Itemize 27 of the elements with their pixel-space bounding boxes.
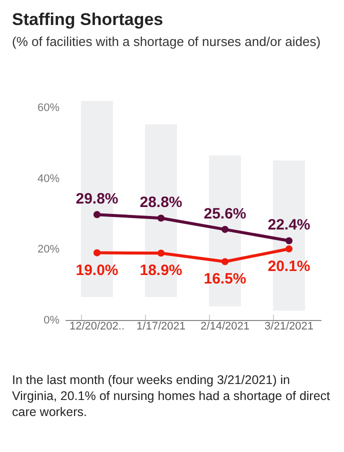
data-label: 19.0% — [76, 262, 118, 279]
point — [285, 245, 293, 252]
point — [157, 214, 165, 222]
chart-subtitle: (% of facilities with a shortage of nurses and/or aides) — [12, 34, 321, 49]
y-tick-label: 20% — [37, 244, 60, 256]
point — [157, 250, 165, 257]
chart-title: Staffing Shortages — [12, 10, 164, 30]
point — [93, 211, 101, 218]
x-tick-label: 3/21/2021 — [264, 320, 314, 332]
data-label: 18.9% — [140, 262, 182, 280]
data-label: 25.6% — [204, 205, 246, 222]
data-label: 22.4% — [268, 216, 310, 234]
data-label: 29.8% — [76, 190, 118, 208]
data-label: 20.1% — [268, 258, 310, 275]
x-tick-label: 1/17/2021 — [136, 320, 186, 332]
point — [221, 226, 229, 233]
data-label: 16.5% — [204, 270, 246, 288]
point — [221, 258, 229, 266]
point — [285, 237, 293, 244]
x-tick-label: 2/14/2021 — [200, 320, 250, 332]
data-label: 28.8% — [140, 194, 182, 212]
x-tick-label: 12/20/202.. — [69, 320, 125, 332]
y-tick-label: 40% — [37, 172, 60, 185]
point — [93, 249, 101, 256]
y-tick-label: 0% — [44, 314, 60, 326]
text: In the last month (four weeks ending 3/21/2021) in Virginia, 20.1% of nursing homes had a shortage of direct care workers. — [12, 372, 332, 420]
y-tick-label: 60% — [37, 102, 60, 114]
